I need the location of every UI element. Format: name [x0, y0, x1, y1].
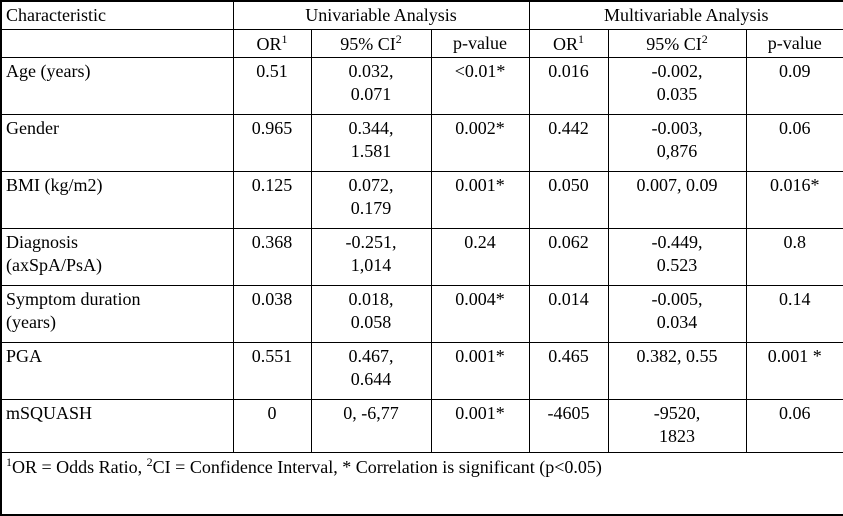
- table-row: Symptom duration (years) 0.038 0.018, 0.…: [0, 285, 843, 343]
- footnote-sup-2: 2: [146, 455, 153, 469]
- table-cell: 0.001*: [430, 171, 530, 229]
- footnote-sup-1: 1: [6, 455, 12, 469]
- table-cell: 0.001*: [430, 342, 530, 400]
- table-cell: -0.005, 0.034: [607, 285, 747, 343]
- table-cell: 0.072, 0.179: [310, 171, 432, 229]
- subheader-ci-uni: 95% CI2: [310, 28, 432, 58]
- table-cell: 0.06: [745, 114, 843, 172]
- subheader-or-uni-sup: 1: [281, 31, 288, 46]
- table-cell: 0.014: [528, 285, 609, 343]
- table-cell: 0: [232, 399, 312, 453]
- subheader-ci-uni-label: 95% CI: [340, 33, 396, 54]
- table-cell: <0.01*: [430, 57, 530, 115]
- header-univariable: Univariable Analysis: [232, 0, 530, 30]
- table-cell-significant: 0.016*: [745, 171, 843, 229]
- header-multivariable: Multivariable Analysis: [528, 0, 843, 30]
- footnote-text-2: CI = Confidence Interval, * Correlation …: [152, 457, 602, 477]
- table-cell: -0.449, 0.523: [607, 228, 747, 286]
- subheader-or-uni-label: OR: [256, 33, 282, 54]
- header-row-sub: OR1 95% CI2 p-value OR1 95% CI2 p-value: [0, 28, 843, 58]
- table-cell: 0, -6,77: [310, 399, 432, 453]
- table-cell: mSQUASH: [0, 399, 234, 453]
- subheader-or-multi-label: OR: [553, 33, 579, 54]
- subheader-ci-multi-label: 95% CI: [646, 33, 702, 54]
- table-cell: 0.467, 0.644: [310, 342, 432, 400]
- table-cell: 0.442: [528, 114, 609, 172]
- table-cell: 0.8: [745, 228, 843, 286]
- table-cell: -4605: [528, 399, 609, 453]
- table-cell: -0.002, 0.035: [607, 57, 747, 115]
- header-characteristic: Characteristic: [0, 0, 234, 30]
- table-cell: 0.125: [232, 171, 312, 229]
- subheader-or-multi-sup: 1: [578, 31, 585, 46]
- table-cell: 0.002*: [430, 114, 530, 172]
- header-row-groups: Characteristic Univariable Analysis Mult…: [0, 0, 843, 30]
- table-row: Diagnosis (axSpA/PsA) 0.368 -0.251, 1,01…: [0, 228, 843, 286]
- subheader-or-multi: OR1: [528, 28, 609, 58]
- table-cell: 0.24: [430, 228, 530, 286]
- table-cell: Age (years): [0, 57, 234, 115]
- table-row: mSQUASH 0 0, -6,77 0.001* -4605 -9520, 1…: [0, 399, 843, 453]
- table-cell: Diagnosis (axSpA/PsA): [0, 228, 234, 286]
- table-cell: 0.06: [745, 399, 843, 453]
- table-cell-significant: 0.001 *: [745, 342, 843, 400]
- table-cell: 0.51: [232, 57, 312, 115]
- table-cell: 0.050: [528, 171, 609, 229]
- table-cell: PGA: [0, 342, 234, 400]
- table-cell: 0.004*: [430, 285, 530, 343]
- table-cell: 0.062: [528, 228, 609, 286]
- table-cell: BMI (kg/m2): [0, 171, 234, 229]
- subheader-ci-multi: 95% CI2: [607, 28, 747, 58]
- table-row: PGA 0.551 0.467, 0.644 0.001* 0.465 0.38…: [0, 342, 843, 400]
- subheader-pvalue-uni: p-value: [430, 28, 530, 58]
- table-cell: 0.018, 0.058: [310, 285, 432, 343]
- table-cell: 0.965: [232, 114, 312, 172]
- subheader-or-uni: OR1: [232, 28, 312, 58]
- table-row: Gender 0.965 0.344, 1.581 0.002* 0.442 -…: [0, 114, 843, 172]
- subheader-ci-uni-sup: 2: [395, 31, 402, 46]
- table-cell: 0.001*: [430, 399, 530, 453]
- table-cell: 0.032, 0.071: [310, 57, 432, 115]
- table-cell: 0.14: [745, 285, 843, 343]
- table-cell: -0.251, 1,014: [310, 228, 432, 286]
- footnote-row: 1OR = Odds Ratio, 2CI = Confidence Inter…: [0, 452, 843, 515]
- table-cell: 0.465: [528, 342, 609, 400]
- table-row: BMI (kg/m2) 0.125 0.072, 0.179 0.001* 0.…: [0, 171, 843, 229]
- subheader-ci-multi-sup: 2: [701, 31, 708, 46]
- table-cell: 0.382, 0.55: [607, 342, 747, 400]
- table-cell: Symptom duration (years): [0, 285, 234, 343]
- footnote-text-1: OR = Odds Ratio,: [12, 457, 147, 477]
- footnote: 1OR = Odds Ratio, 2CI = Confidence Inter…: [0, 452, 843, 515]
- table-cell: 0.016: [528, 57, 609, 115]
- table-cell: 0.368: [232, 228, 312, 286]
- table-cell: 0.09: [745, 57, 843, 115]
- table-row: Age (years) 0.51 0.032, 0.071 <0.01* 0.0…: [0, 57, 843, 115]
- table-cell: 0.007, 0.09: [607, 171, 747, 229]
- table-cell: Gender: [0, 114, 234, 172]
- table-cell: 0.344, 1.581: [310, 114, 432, 172]
- table-cell: 0.038: [232, 285, 312, 343]
- table-cell: -0.003, 0,876: [607, 114, 747, 172]
- subheader-pvalue-multi: p-value: [745, 28, 843, 58]
- table-cell: 0.551: [232, 342, 312, 400]
- table-cell: -9520, 1823: [607, 399, 747, 453]
- header-empty-cell: [0, 28, 234, 58]
